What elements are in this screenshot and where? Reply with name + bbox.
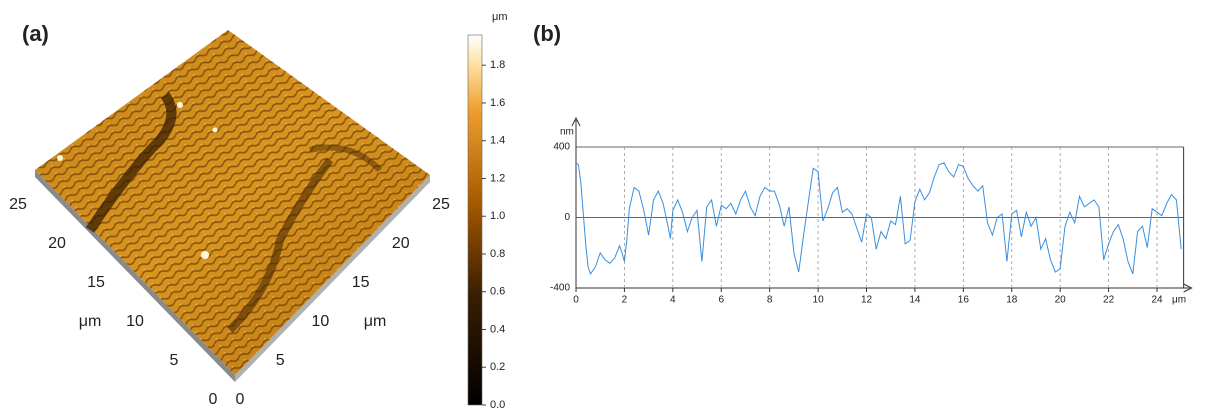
- y-tick-label: 20: [48, 235, 66, 252]
- x-tick-label: 22: [1103, 295, 1115, 306]
- colorbar-tick-label: 1.2: [490, 172, 505, 184]
- x-tick-label: 0: [573, 295, 579, 306]
- x-tick-label: 5: [276, 352, 285, 369]
- x-tick-label: 16: [958, 295, 970, 306]
- axis-arrow: [1183, 283, 1193, 293]
- axis-label: μm: [364, 313, 387, 330]
- axis-arrow: [571, 116, 581, 127]
- colorbar-tick-label: 1.4: [490, 135, 505, 147]
- colorbar-tick-label: 0.2: [490, 361, 505, 373]
- y-tick-label: 0: [209, 391, 218, 408]
- y-tick-label: 5: [170, 352, 179, 369]
- x-tick-label: 20: [392, 235, 410, 252]
- x-tick-label: 14: [909, 295, 921, 306]
- x-tick-label: 6: [718, 295, 724, 306]
- panel-label: (b): [533, 21, 561, 46]
- colorbar-tick-label: 0.0: [490, 399, 505, 411]
- y-axis-label: nm: [560, 127, 574, 138]
- colorbar-tick-label: 0.4: [490, 323, 505, 335]
- x-tick-label: 15: [352, 274, 370, 291]
- colorbar-tick-label: 0.6: [490, 286, 505, 298]
- colorbar-unit: μm: [492, 11, 508, 23]
- x-tick-label: 4: [670, 295, 676, 306]
- y-tick-label: 25: [9, 196, 27, 213]
- y-tick-label: 400: [553, 142, 570, 153]
- y-tick-label: 15: [87, 274, 105, 291]
- x-tick-label: 20: [1055, 295, 1067, 306]
- profile-line: [575, 162, 1182, 275]
- surface-3d: [35, 30, 430, 382]
- colorbar-tick-label: 0.8: [490, 248, 505, 260]
- colorbar-tick-label: 1.0: [490, 210, 505, 222]
- x-axis-label: μm: [1172, 295, 1186, 306]
- x-tick-label: 25: [432, 196, 450, 213]
- y-tick-label: -400: [550, 283, 570, 294]
- colorbar-tick-label: 1.6: [490, 97, 505, 109]
- axis-label: μm: [79, 313, 102, 330]
- colorbar-tick-label: 1.8: [490, 59, 505, 71]
- panel-label: (a): [22, 21, 49, 46]
- x-tick-label: 10: [312, 313, 330, 330]
- x-tick-label: 2: [622, 295, 628, 306]
- colorbar: [467, 34, 483, 406]
- y-tick-label: 0: [564, 212, 570, 223]
- x-tick-label: 10: [813, 295, 825, 306]
- y-tick-label: 10: [126, 313, 144, 330]
- x-tick-label: 8: [767, 295, 773, 306]
- x-tick-label: 18: [1006, 295, 1018, 306]
- x-tick-label: 24: [1151, 295, 1163, 306]
- x-tick-label: 0: [236, 391, 245, 408]
- x-tick-label: 12: [861, 295, 873, 306]
